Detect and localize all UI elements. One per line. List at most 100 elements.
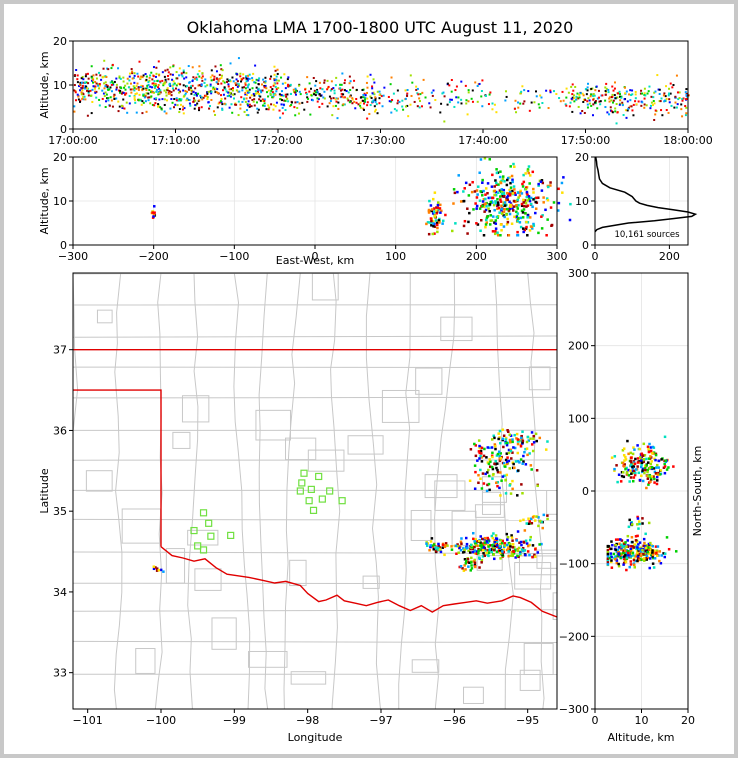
source-point xyxy=(571,96,574,99)
source-point xyxy=(416,87,419,90)
source-point xyxy=(406,94,409,97)
source-point xyxy=(639,465,643,469)
source-point xyxy=(233,93,236,96)
source-point xyxy=(510,534,513,537)
source-point xyxy=(484,225,487,229)
source-point xyxy=(179,103,182,106)
source-point xyxy=(210,90,213,93)
source-point xyxy=(591,87,594,90)
source-point xyxy=(586,103,589,106)
source-point xyxy=(538,519,542,523)
source-point xyxy=(540,542,543,546)
source-point xyxy=(433,232,436,235)
source-point xyxy=(267,104,270,107)
source-point xyxy=(76,93,79,96)
source-point xyxy=(518,194,522,197)
source-point xyxy=(615,103,618,106)
source-point xyxy=(499,456,503,460)
source-point xyxy=(409,103,412,106)
source-point xyxy=(506,191,509,195)
source-point xyxy=(616,111,619,114)
source-point xyxy=(496,484,499,488)
source-point xyxy=(582,98,585,101)
source-point xyxy=(509,449,513,453)
source-point xyxy=(211,88,214,91)
source-point xyxy=(642,457,646,461)
lma-station-marker xyxy=(199,509,208,517)
source-point xyxy=(610,547,613,551)
source-point xyxy=(641,101,644,104)
source-point xyxy=(516,451,520,455)
source-point xyxy=(473,487,477,490)
source-point xyxy=(511,479,514,483)
source-point xyxy=(252,72,255,75)
source-point xyxy=(153,97,156,100)
source-point xyxy=(455,85,458,88)
source-point xyxy=(593,94,596,97)
source-point xyxy=(668,92,671,95)
source-point xyxy=(197,84,200,87)
source-point xyxy=(178,98,181,101)
lma-station-marker xyxy=(309,506,318,514)
source-point xyxy=(631,109,634,112)
source-point xyxy=(257,83,260,86)
source-point xyxy=(476,544,479,548)
source-point xyxy=(133,89,136,92)
source-point xyxy=(636,461,640,464)
source-point xyxy=(525,542,529,545)
source-point xyxy=(579,112,582,115)
source-point xyxy=(401,105,404,108)
source-point xyxy=(441,92,444,95)
source-point xyxy=(626,545,630,549)
source-point xyxy=(183,77,186,80)
source-point xyxy=(456,544,459,548)
source-point xyxy=(231,88,234,91)
source-point xyxy=(462,547,465,550)
source-point xyxy=(347,91,350,94)
source-point xyxy=(482,454,486,458)
source-point xyxy=(606,550,610,554)
source-point xyxy=(634,555,637,558)
source-point xyxy=(494,534,498,537)
source-point xyxy=(217,102,220,105)
source-point xyxy=(577,105,580,108)
source-point xyxy=(644,551,647,555)
source-point xyxy=(229,95,232,98)
source-point xyxy=(604,90,607,93)
source-point xyxy=(491,455,494,459)
source-point xyxy=(202,96,205,99)
source-point xyxy=(619,99,622,102)
source-point xyxy=(646,477,650,480)
source-point xyxy=(520,202,524,206)
source-point xyxy=(198,99,201,102)
source-point xyxy=(681,99,684,102)
source-point xyxy=(668,87,671,90)
source-point xyxy=(267,95,270,98)
source-point xyxy=(641,517,644,520)
source-point xyxy=(198,75,201,78)
county-line xyxy=(519,669,541,691)
source-point xyxy=(282,94,285,97)
source-point xyxy=(624,467,627,471)
altitude-histogram-y-tick-label: 10 xyxy=(575,195,589,208)
source-point xyxy=(482,544,486,548)
source-point xyxy=(625,568,628,572)
source-point xyxy=(244,91,247,94)
source-point xyxy=(463,564,466,567)
source-point xyxy=(499,223,503,226)
ns-altitude-y-tick-label: −100 xyxy=(559,558,589,571)
source-point xyxy=(194,99,197,102)
source-point xyxy=(534,555,537,558)
source-point xyxy=(431,232,435,236)
source-point xyxy=(308,82,311,85)
source-point xyxy=(481,537,484,541)
source-point xyxy=(118,89,121,92)
source-point xyxy=(609,552,613,555)
source-point xyxy=(426,221,430,224)
source-point xyxy=(275,101,278,104)
source-point xyxy=(655,549,659,553)
source-point xyxy=(417,93,420,96)
source-point xyxy=(505,213,508,216)
source-point xyxy=(319,94,322,97)
source-point xyxy=(509,181,512,185)
